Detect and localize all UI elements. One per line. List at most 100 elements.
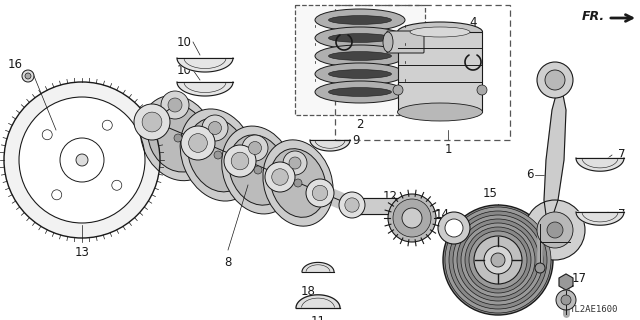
Polygon shape	[559, 274, 573, 290]
Circle shape	[388, 194, 436, 242]
Ellipse shape	[410, 27, 470, 37]
Circle shape	[181, 126, 215, 160]
Circle shape	[306, 179, 334, 207]
Circle shape	[556, 290, 576, 310]
Ellipse shape	[263, 140, 333, 226]
Polygon shape	[576, 158, 624, 171]
Polygon shape	[19, 97, 145, 223]
Circle shape	[52, 190, 61, 200]
Text: 8: 8	[224, 256, 232, 269]
Ellipse shape	[328, 34, 392, 42]
Text: 5: 5	[525, 215, 532, 228]
Polygon shape	[4, 82, 160, 238]
Circle shape	[242, 135, 268, 161]
Text: 4: 4	[469, 15, 477, 28]
Ellipse shape	[328, 52, 392, 60]
Ellipse shape	[397, 22, 483, 42]
Polygon shape	[576, 212, 624, 225]
Text: 10: 10	[177, 36, 192, 49]
Text: 11: 11	[310, 315, 326, 320]
Text: 14: 14	[435, 207, 449, 220]
Circle shape	[491, 253, 505, 267]
Circle shape	[449, 211, 547, 309]
Text: 13: 13	[75, 246, 90, 259]
Polygon shape	[296, 295, 340, 308]
Polygon shape	[302, 262, 334, 272]
Text: 18: 18	[301, 285, 316, 298]
Circle shape	[445, 207, 551, 313]
Circle shape	[445, 219, 463, 237]
Ellipse shape	[315, 27, 405, 49]
Circle shape	[461, 223, 535, 297]
Circle shape	[393, 85, 403, 95]
Ellipse shape	[383, 32, 393, 52]
Ellipse shape	[270, 149, 326, 217]
Polygon shape	[310, 140, 350, 151]
Circle shape	[547, 222, 563, 238]
Circle shape	[22, 70, 34, 82]
Text: 16: 16	[8, 58, 22, 70]
Text: 9: 9	[352, 133, 360, 147]
Ellipse shape	[188, 118, 248, 192]
Text: 1: 1	[444, 143, 452, 156]
Circle shape	[443, 205, 553, 315]
Circle shape	[231, 152, 249, 170]
Circle shape	[202, 115, 228, 141]
Circle shape	[484, 246, 512, 274]
Circle shape	[294, 179, 302, 187]
Circle shape	[339, 192, 365, 218]
Text: 10: 10	[177, 63, 192, 76]
Ellipse shape	[315, 81, 405, 103]
Text: 17: 17	[572, 271, 587, 284]
Circle shape	[477, 85, 487, 95]
Circle shape	[134, 104, 170, 140]
Circle shape	[535, 263, 545, 273]
Ellipse shape	[180, 109, 256, 201]
Circle shape	[254, 166, 262, 174]
Ellipse shape	[315, 63, 405, 85]
Ellipse shape	[229, 135, 287, 205]
Circle shape	[224, 145, 256, 177]
Circle shape	[525, 200, 585, 260]
Circle shape	[312, 185, 328, 201]
Circle shape	[469, 231, 527, 289]
Circle shape	[545, 70, 565, 90]
Ellipse shape	[328, 69, 392, 78]
Circle shape	[174, 134, 182, 142]
Text: 3: 3	[358, 26, 365, 38]
Circle shape	[272, 169, 288, 185]
Circle shape	[102, 120, 112, 130]
Ellipse shape	[148, 104, 208, 172]
Circle shape	[214, 151, 222, 159]
Circle shape	[561, 295, 571, 305]
Circle shape	[142, 112, 162, 132]
FancyBboxPatch shape	[387, 31, 424, 53]
Text: TL2AE1600: TL2AE1600	[570, 305, 618, 314]
Circle shape	[25, 73, 31, 79]
Ellipse shape	[397, 103, 483, 121]
Circle shape	[265, 162, 295, 192]
Text: FR.: FR.	[582, 10, 605, 22]
Ellipse shape	[328, 88, 392, 96]
Polygon shape	[177, 58, 233, 72]
Text: 7: 7	[618, 148, 625, 162]
Text: 6: 6	[527, 169, 534, 181]
Circle shape	[402, 208, 422, 228]
Circle shape	[474, 236, 522, 284]
Text: 15: 15	[483, 187, 497, 200]
Circle shape	[168, 98, 182, 112]
Polygon shape	[544, 80, 566, 230]
Circle shape	[283, 151, 307, 175]
Circle shape	[76, 154, 88, 166]
Ellipse shape	[140, 95, 216, 181]
Polygon shape	[177, 82, 233, 96]
Circle shape	[438, 212, 470, 244]
Circle shape	[248, 141, 262, 155]
Circle shape	[209, 122, 221, 134]
Circle shape	[537, 62, 573, 98]
Ellipse shape	[315, 45, 405, 67]
Text: 2: 2	[356, 118, 364, 131]
Circle shape	[161, 91, 189, 119]
Circle shape	[189, 134, 207, 152]
Circle shape	[457, 219, 539, 301]
